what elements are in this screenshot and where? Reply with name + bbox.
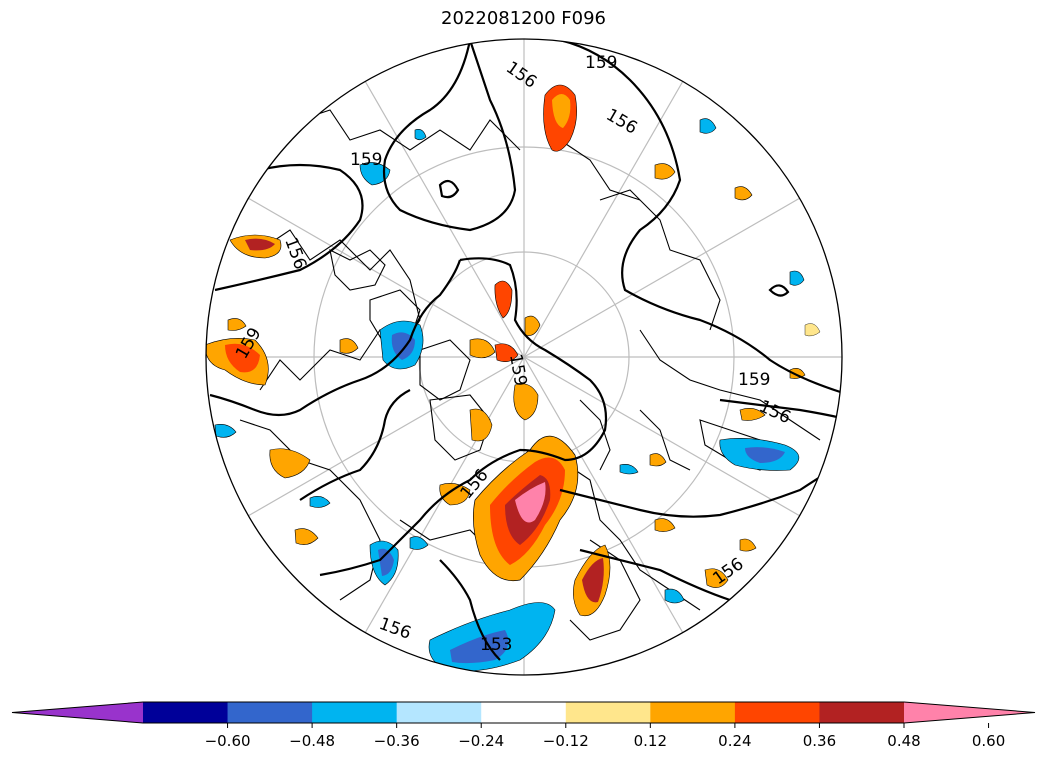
- colorbar: −0.60 −0.48 −0.36 −0.24 −0.12 0.12 0.24 0.36 0.4…: [11, 701, 1036, 750]
- positive-anomaly: [704, 568, 729, 588]
- negative-anomaly: [745, 447, 785, 463]
- positive-anomaly: [339, 338, 359, 354]
- positive-anomaly: [654, 518, 676, 532]
- negative-anomaly: [409, 536, 429, 550]
- positive-anomaly: [734, 186, 753, 201]
- colorbar-segment: [734, 702, 820, 723]
- anomaly-shading: [206, 84, 821, 672]
- colorbar-tick-label: −0.12: [543, 732, 589, 750]
- negative-anomaly: [699, 118, 717, 134]
- positive-anomaly: [524, 315, 541, 336]
- colorbar-segment: [819, 702, 905, 723]
- positive-anomaly: [804, 323, 821, 337]
- colorbar-tick-label: 0.36: [803, 732, 836, 750]
- positive-anomaly: [494, 343, 519, 362]
- positive-anomaly: [649, 453, 667, 467]
- colorbar-tick-label: −0.36: [374, 732, 420, 750]
- positive-anomaly: [469, 338, 496, 359]
- negative-anomaly: [378, 548, 394, 576]
- contour-label: 153: [480, 635, 512, 655]
- colorbar-segment: [565, 702, 651, 723]
- contour-label: 159: [738, 370, 770, 390]
- map-disk: [206, 39, 842, 675]
- positive-anomaly: [269, 448, 311, 479]
- positive-anomaly: [739, 538, 757, 552]
- positive-anomaly: [225, 343, 260, 373]
- map-title: 2022081200 F096: [441, 8, 606, 29]
- negative-anomaly: [664, 588, 685, 604]
- positive-anomaly: [513, 383, 539, 421]
- colorbar-tick-label: −0.24: [458, 732, 504, 750]
- colorbar-tick-label: −0.60: [205, 732, 251, 750]
- colorbar-segment: [396, 702, 482, 723]
- positive-anomaly: [294, 528, 319, 545]
- negative-anomaly: [450, 630, 509, 664]
- negative-anomaly: [789, 270, 805, 286]
- colorbar-segment: [481, 702, 567, 723]
- map-boundary: [205, 38, 843, 676]
- negative-anomaly: [414, 129, 427, 141]
- positive-anomaly: [654, 163, 676, 180]
- negative-anomaly: [309, 496, 331, 508]
- contour-label: 159: [585, 53, 617, 73]
- colorbar-tick-label: 0.12: [634, 732, 667, 750]
- colorbar-segment: [143, 702, 229, 723]
- positive-anomaly: [494, 280, 513, 319]
- positive-anomaly: [469, 408, 493, 442]
- colorbar-segment: [312, 702, 398, 723]
- negative-anomaly: [214, 424, 237, 438]
- negative-anomaly: [619, 464, 639, 475]
- positive-anomaly: [582, 558, 604, 603]
- positive-anomaly: [515, 482, 546, 523]
- colorbar-tick-label: 0.60: [972, 732, 1005, 750]
- colorbar-extension-low: [12, 702, 143, 723]
- positive-anomaly: [439, 483, 471, 506]
- colorbar-extension-high: [904, 702, 1035, 723]
- positive-anomaly: [739, 408, 766, 421]
- positive-anomaly: [227, 318, 247, 331]
- colorbar-tick-label: 0.24: [718, 732, 751, 750]
- positive-anomaly: [245, 238, 275, 251]
- positive-anomaly: [552, 94, 571, 128]
- colorbar-segment: [650, 702, 736, 723]
- contour-label: 159: [350, 150, 382, 170]
- colorbar-segment: [227, 702, 313, 723]
- colorbar-tick-label: 0.48: [887, 732, 920, 750]
- colorbar-outline: [11, 701, 1036, 724]
- colorbar-tick-label: −0.48: [289, 732, 335, 750]
